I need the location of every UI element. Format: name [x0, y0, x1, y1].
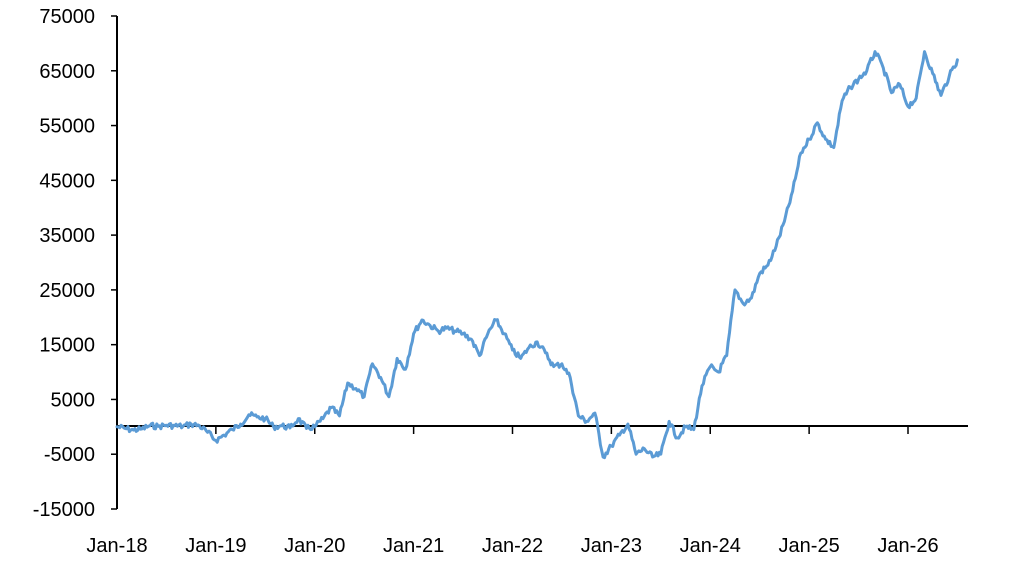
x-tick-label: Jan-20	[284, 535, 345, 557]
x-axis: Jan-18 Jan-19 Jan-20 Jan-21 Jan-22 Jan-23 Jan-…	[86, 425, 968, 557]
series-line	[115, 50, 959, 460]
x-tick-label: Jan-25	[779, 535, 840, 557]
y-tick-label: 25000	[39, 280, 95, 302]
y-tick-label: 65000	[39, 61, 95, 83]
x-tick-label: Jan-19	[185, 535, 246, 557]
y-axis: -15000 -5000 5000 15000 25000 35000 45000 55000…	[33, 6, 118, 521]
x-tick-label: Jan-23	[581, 535, 642, 557]
x-tick-label: Jan-24	[680, 535, 741, 557]
y-tick-label: 45000	[39, 170, 95, 192]
y-tick-label: 5000	[51, 389, 96, 411]
y-tick-label: -5000	[44, 444, 95, 466]
y-tick-label: 35000	[39, 225, 95, 247]
y-tick-label: 55000	[39, 116, 95, 138]
y-tick-label: 75000	[39, 6, 95, 28]
x-tick-label: Jan-22	[482, 535, 543, 557]
x-tick-label: Jan-26	[877, 535, 938, 557]
x-tick-label: Jan-18	[86, 535, 147, 557]
y-tick-label: 15000	[39, 335, 95, 357]
series-layer	[115, 50, 959, 460]
x-tick-label: Jan-21	[383, 535, 444, 557]
y-tick-label: -15000	[33, 499, 95, 521]
